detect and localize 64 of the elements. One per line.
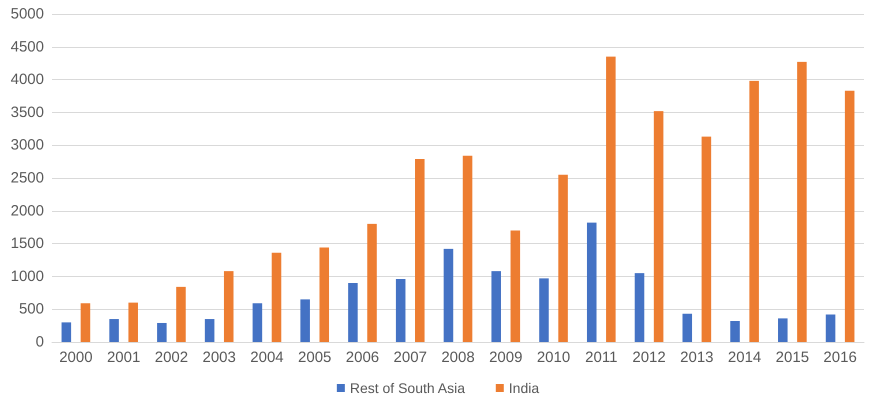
bar: [844, 90, 854, 342]
x-tick-label: 2014: [728, 349, 762, 366]
bar: [654, 111, 664, 342]
bar: [319, 248, 330, 342]
x-tick-label: 2009: [489, 349, 522, 366]
x-tick-label: 2005: [298, 349, 332, 366]
bar: [109, 319, 119, 342]
y-tick-label: 1000: [10, 268, 44, 285]
x-tick-label: 2002: [154, 349, 188, 366]
y-tick-label: 4000: [10, 71, 44, 88]
bar: [749, 80, 759, 342]
bar: [396, 279, 406, 342]
bar: [682, 314, 692, 342]
bar: [586, 222, 597, 342]
bar: [778, 318, 788, 342]
y-tick-label: 3000: [10, 136, 44, 154]
bar: [272, 252, 282, 342]
bar: [702, 136, 712, 342]
x-tick-label: 2012: [632, 349, 666, 366]
x-tick-label: 2004: [250, 349, 284, 366]
x-tick-label: 2015: [776, 349, 810, 366]
y-tick-label: 2000: [10, 202, 44, 220]
x-tick-label: 2000: [59, 349, 93, 366]
bar: [539, 278, 549, 342]
bar: [510, 230, 520, 342]
y-tick-label: 4500: [10, 38, 44, 56]
bar: [826, 314, 836, 342]
x-tick-label: 2007: [394, 349, 427, 366]
bar: [204, 319, 214, 342]
x-tick-label: 2010: [536, 349, 570, 366]
bar: [224, 271, 234, 342]
bar: [252, 303, 262, 342]
x-tick-label: 2008: [441, 349, 475, 366]
bar: [300, 299, 310, 342]
legend-label: India: [508, 380, 540, 396]
bar: [444, 248, 454, 342]
bar: [157, 322, 167, 342]
x-tick-label: 2011: [585, 349, 618, 366]
x-tick-label: 2013: [680, 349, 714, 366]
bar: [80, 303, 90, 342]
bar: [348, 282, 358, 342]
bar: [462, 156, 472, 342]
bar: [176, 286, 186, 342]
bar: [415, 158, 425, 342]
bar: [558, 174, 568, 342]
y-tick-label: 500: [18, 300, 44, 318]
y-tick-label: 2500: [10, 170, 44, 186]
bar: [62, 322, 72, 342]
y-tick-label: 1500: [10, 235, 44, 252]
x-tick-label: 2016: [823, 349, 857, 366]
y-tick-label: 0: [36, 334, 44, 350]
bar: [797, 62, 807, 342]
bar: [634, 273, 644, 342]
x-tick-label: 2006: [346, 349, 380, 366]
x-tick-label: 2003: [202, 349, 236, 366]
bar: [367, 224, 377, 342]
legend-label: Rest of South Asia: [350, 380, 466, 396]
x-tick-label: 2001: [106, 349, 140, 366]
bar: [606, 56, 616, 342]
y-tick-label: 5000: [10, 6, 44, 22]
bar: [128, 302, 138, 342]
bar: [730, 321, 740, 342]
bar: [491, 271, 501, 342]
y-tick-label: 3500: [10, 104, 44, 121]
